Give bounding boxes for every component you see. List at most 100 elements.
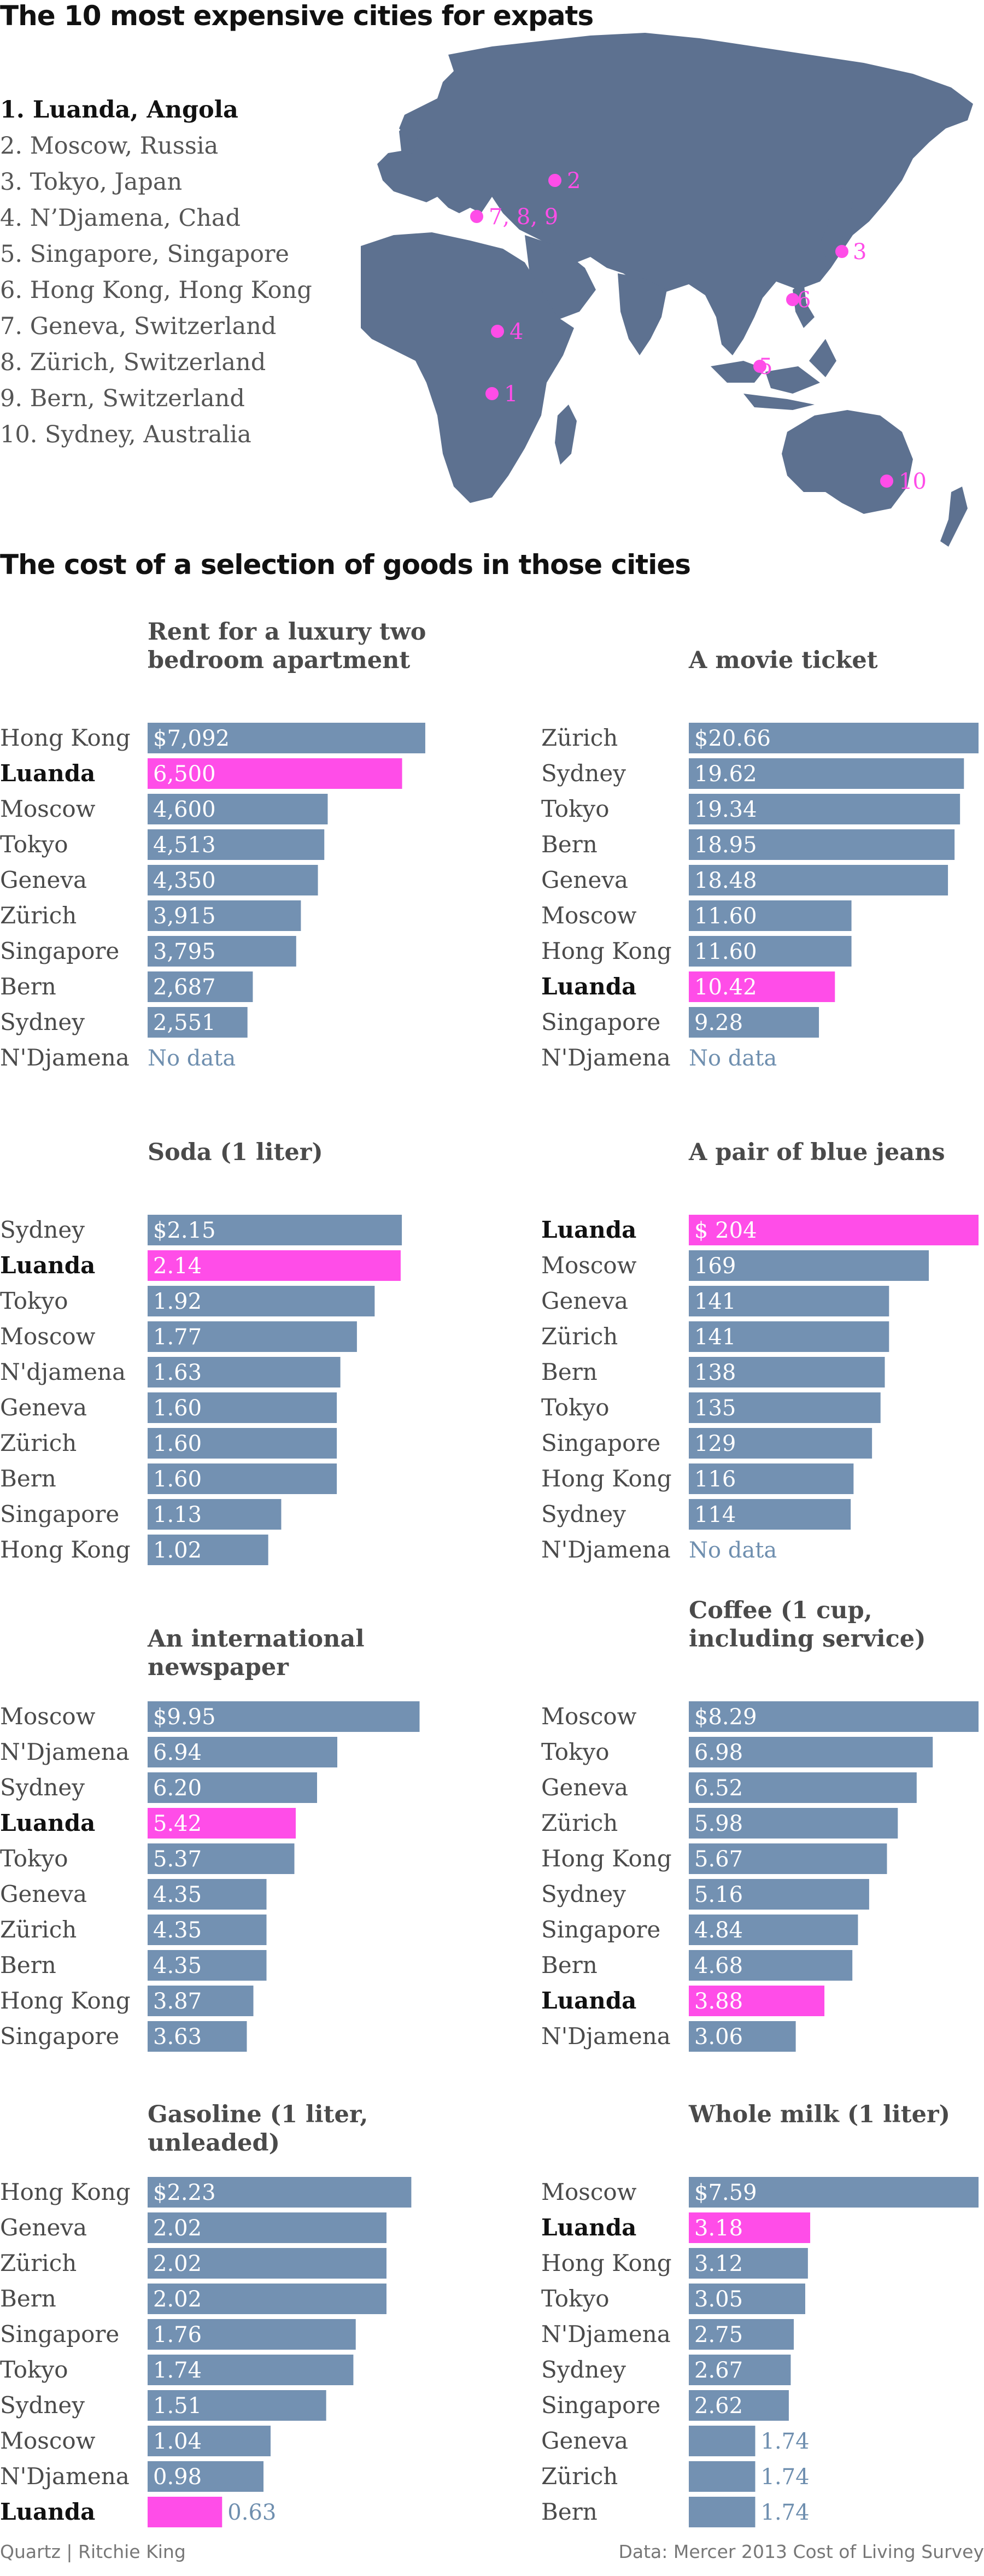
value-label: 1.74 <box>761 2429 810 2454</box>
category-label: Sydney <box>541 1881 626 1907</box>
value-label: $2.15 <box>153 1218 216 1243</box>
bar <box>689 2021 796 2052</box>
bar <box>148 2461 263 2492</box>
value-label: 1.02 <box>153 1538 202 1563</box>
bar <box>148 2426 271 2456</box>
value-label: 4,600 <box>153 797 216 822</box>
bar <box>689 2390 789 2421</box>
bar <box>148 1701 420 1732</box>
category-label: Bern <box>541 1952 598 1978</box>
value-label: 2.14 <box>153 1254 202 1279</box>
chart-plot: Luanda $ 204 Moscow 169 Geneva 141 Zürich 141 Be… <box>541 1215 979 1563</box>
category-label: N'Djamena <box>541 1044 671 1071</box>
value-label: 1.60 <box>153 1467 202 1492</box>
bar <box>148 2212 386 2243</box>
map-landmass-philippines <box>793 282 815 328</box>
category-label: Tokyo <box>541 1394 610 1421</box>
category-label: Singapore <box>541 1916 660 1943</box>
ranking-item: 10. Sydney, Australia <box>0 421 251 448</box>
category-label: Hong Kong <box>0 724 131 751</box>
ranking-item: 8. Zürich, Switzerland <box>0 349 266 376</box>
value-label: 11.60 <box>694 904 757 929</box>
value-label: $9.95 <box>153 1705 216 1730</box>
bar <box>689 1986 825 2016</box>
bar <box>148 1843 295 1874</box>
bar <box>148 2021 247 2052</box>
category-label: Luanda <box>0 2498 95 2525</box>
map-landmass-madagascar <box>555 405 577 465</box>
bar <box>148 971 253 1002</box>
value-label: 169 <box>694 1254 736 1279</box>
value-label: $20.66 <box>694 726 771 751</box>
bar <box>689 2461 755 2492</box>
chart-plot: Moscow $8.29 Tokyo 6.98 Geneva 6.52 Zürich 5.98… <box>541 1701 979 2052</box>
value-label: 5.16 <box>694 1882 743 1907</box>
category-label: Hong Kong <box>0 1536 131 1563</box>
value-label: 2.62 <box>694 2393 743 2419</box>
value-label: 4,513 <box>153 833 216 858</box>
value-label: 4.35 <box>153 1918 202 1943</box>
map-landmass-new-zealand <box>940 487 968 547</box>
category-label: Moscow <box>541 2179 637 2205</box>
bar-chart: An international newspaper Moscow $9.95 N'D… <box>0 1596 492 2066</box>
category-label: Bern <box>0 973 56 1000</box>
bar <box>148 1428 337 1459</box>
value-label: $7.59 <box>694 2180 757 2205</box>
bar <box>689 758 964 789</box>
bar <box>689 1215 979 1245</box>
bar <box>148 1250 401 1281</box>
bar <box>689 1499 851 1530</box>
bar <box>148 1808 296 1839</box>
category-label: Moscow <box>541 1703 637 1730</box>
ranking-item: 3. Tokyo, Japan <box>0 168 183 196</box>
ranking-item: 9. Bern, Switzerland <box>0 385 245 412</box>
category-label: N'Djamena <box>541 2321 671 2347</box>
category-label: Moscow <box>541 902 637 929</box>
category-label: Tokyo <box>541 795 610 822</box>
chart-title: An international newspaper <box>148 1625 365 1681</box>
value-label: 5.37 <box>153 1847 202 1872</box>
category-label: Luanda <box>0 1810 95 1836</box>
value-label: 6.98 <box>694 1740 743 1765</box>
bar <box>689 936 852 967</box>
category-label: Sydney <box>541 760 626 787</box>
value-label: 10.42 <box>694 975 757 1000</box>
category-label: Tokyo <box>0 1287 68 1314</box>
page-title: The 10 most expensive cities for expats <box>0 0 594 32</box>
ranking-item: 2. Moscow, Russia <box>0 132 219 160</box>
bar <box>689 2212 811 2243</box>
bar <box>689 1950 853 1981</box>
bar <box>689 1772 917 1803</box>
map-landmass-japan <box>820 186 853 257</box>
category-label: N'Djamena <box>0 1044 130 1071</box>
map-marker-dot <box>753 360 766 373</box>
source-text: Data: Mercer 2013 Cost of Living Survey <box>618 2541 984 2562</box>
category-label: Hong Kong <box>541 2250 672 2276</box>
category-label: Bern <box>0 1465 56 1492</box>
category-label: Sydney <box>541 2356 626 2383</box>
category-label: N'djamena <box>0 1359 126 1385</box>
bar-chart: Rent for a luxury two bedroom apartment H… <box>0 618 492 1088</box>
value-label: 6.94 <box>153 1740 202 1765</box>
category-label: Geneva <box>541 1287 628 1314</box>
bar <box>689 2497 755 2527</box>
category-label: Geneva <box>541 2427 628 2454</box>
bar-chart: A pair of blue jeans Luanda $ 204 Moscow 169… <box>541 1110 984 1580</box>
value-label: 0.98 <box>153 2464 202 2490</box>
bar <box>148 1007 248 1038</box>
value-label: 6.20 <box>153 1776 202 1801</box>
value-label: 19.62 <box>694 762 757 787</box>
chart-title: Soda (1 liter) <box>148 1139 323 1166</box>
chart-title: A movie ticket <box>689 647 878 674</box>
bar <box>148 2497 222 2527</box>
category-label: Singapore <box>0 2321 119 2347</box>
bar <box>689 794 960 824</box>
map-marker-dot <box>786 293 799 306</box>
bar <box>689 2319 794 2350</box>
value-label: 1.74 <box>761 2500 810 2525</box>
category-label: Sydney <box>0 2392 85 2419</box>
category-label: Bern <box>541 1359 598 1385</box>
category-label: Sydney <box>0 1009 85 1035</box>
bar <box>148 1535 268 1565</box>
category-label: Moscow <box>0 2427 96 2454</box>
